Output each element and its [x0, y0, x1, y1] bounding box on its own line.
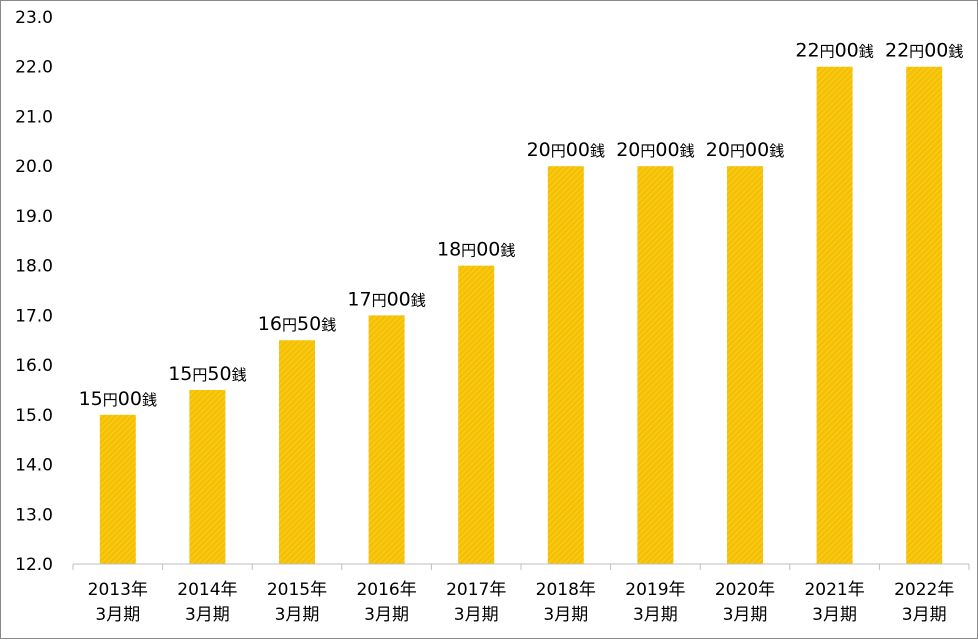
- x-tick-label: 3月期: [95, 605, 140, 625]
- data-label: 16円50銭: [258, 313, 336, 335]
- x-axis: 2013年 3月期 2014年 3月期 2015年 3月期 2016年 3月期 2017年 3月期…: [72, 563, 970, 625]
- data-label: 15円00銭: [79, 388, 157, 410]
- y-tick-label: 16.0: [15, 356, 53, 376]
- bar: [279, 340, 315, 564]
- y-tick-label: 22.0: [15, 58, 53, 78]
- x-tick-label: 2022年: [894, 580, 954, 600]
- bar: [816, 66, 853, 565]
- x-tick-label: 3月期: [543, 605, 588, 625]
- x-tick-label: 3月期: [633, 605, 678, 625]
- y-tick-label: 18.0: [15, 257, 53, 277]
- bar: [458, 265, 495, 564]
- y-tick-label: 21.0: [15, 107, 53, 127]
- data-label: 20円00銭: [706, 139, 784, 161]
- y-tick-label: 12.0: [15, 555, 53, 575]
- x-tick-label: 3月期: [185, 605, 230, 625]
- x-tick-label: 2021年: [804, 580, 864, 600]
- y-tick-label: 23.0: [15, 8, 53, 28]
- y-tick-label: 15.0: [15, 406, 53, 426]
- bar: [99, 414, 136, 564]
- y-tick-label: 13.0: [15, 505, 53, 525]
- y-tick-label: 17.0: [15, 306, 53, 326]
- data-label: 22円00銭: [795, 40, 873, 62]
- x-tick-label: 3月期: [364, 605, 409, 625]
- data-label: 17円00銭: [347, 288, 425, 310]
- y-tick-label: 14.0: [15, 456, 53, 476]
- data-label: 20円00銭: [616, 139, 694, 161]
- x-tick-label: 2015年: [267, 580, 327, 600]
- x-tick-label: 3月期: [275, 605, 320, 625]
- data-label: 18円00銭: [437, 239, 515, 261]
- bar: [368, 315, 405, 564]
- x-tick-label: 2013年: [88, 580, 148, 600]
- data-label: 15円50銭: [168, 363, 246, 385]
- x-tick-label: 2016年: [356, 580, 416, 600]
- y-tick-label: 19.0: [15, 207, 53, 227]
- x-tick-label: 2018年: [536, 580, 596, 600]
- x-tick-label: 2019年: [625, 580, 685, 600]
- x-tick-label: 2014年: [177, 580, 237, 600]
- y-axis: 12.0 13.0 14.0 15.0 16.0 17.0 18.0 19.0 20.0 21.0…: [15, 8, 53, 575]
- x-tick-label: 2017年: [446, 580, 506, 600]
- bar: [189, 389, 226, 564]
- bar: [906, 66, 943, 565]
- bar: [727, 166, 763, 564]
- data-label: 22円00銭: [885, 40, 963, 62]
- y-tick-label: 20.0: [15, 157, 53, 177]
- x-tick-label: 2020年: [715, 580, 775, 600]
- bar: [547, 166, 584, 564]
- data-labels: 15円00銭 15円50銭 16円50銭 17円00銭 18円00銭 20円00銭 20円0…: [79, 40, 964, 410]
- x-tick-label: 3月期: [902, 605, 947, 625]
- data-label: 20円00銭: [527, 139, 605, 161]
- x-tick-label: 3月期: [812, 605, 857, 625]
- bars: [99, 66, 943, 565]
- x-tick-label: 3月期: [454, 605, 499, 625]
- x-tick-label: 3月期: [723, 605, 768, 625]
- bar: [637, 166, 674, 564]
